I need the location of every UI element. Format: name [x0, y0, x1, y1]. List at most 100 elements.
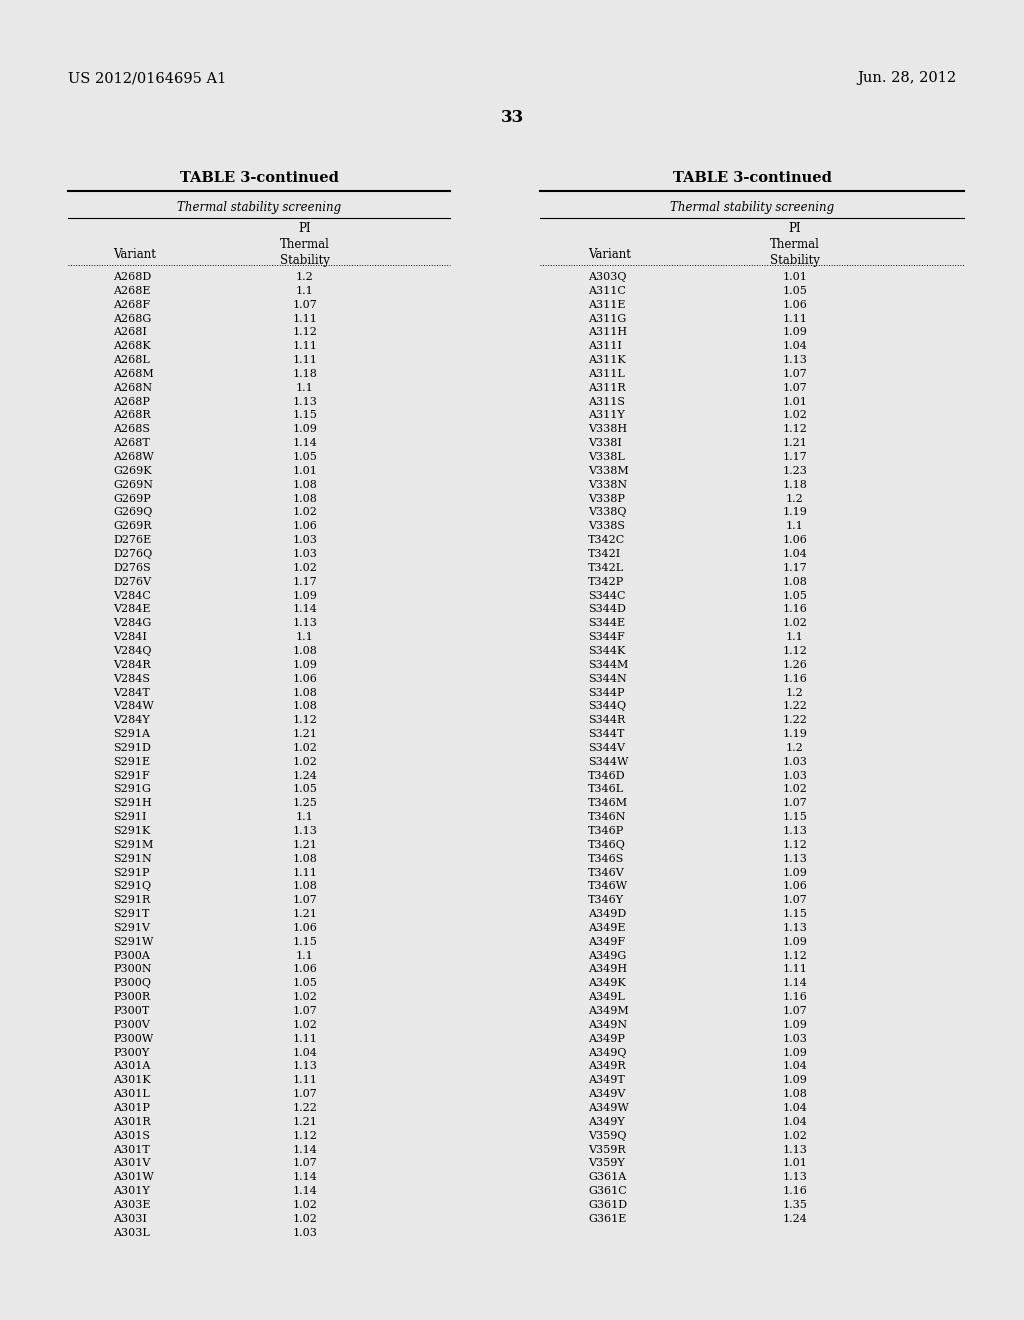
Text: S344F: S344F [588, 632, 625, 642]
Text: T346M: T346M [588, 799, 628, 808]
Text: S344V: S344V [588, 743, 625, 752]
Text: 1.14: 1.14 [293, 1144, 317, 1155]
Text: A268L: A268L [113, 355, 150, 366]
Text: A303I: A303I [113, 1214, 146, 1224]
Text: A349V: A349V [588, 1089, 626, 1100]
Text: 1.22: 1.22 [782, 715, 808, 725]
Text: G361A: G361A [588, 1172, 627, 1183]
Text: A268R: A268R [113, 411, 151, 421]
Text: 1.01: 1.01 [782, 272, 808, 282]
Text: 1.07: 1.07 [293, 1006, 317, 1016]
Text: 1.1: 1.1 [296, 632, 314, 642]
Text: 1.22: 1.22 [293, 1104, 317, 1113]
Text: 1.21: 1.21 [293, 909, 317, 919]
Text: V338H: V338H [588, 424, 627, 434]
Text: 1.13: 1.13 [782, 1144, 808, 1155]
Text: 1.02: 1.02 [782, 784, 808, 795]
Text: S291R: S291R [113, 895, 151, 906]
Text: 1.21: 1.21 [293, 1117, 317, 1127]
Text: S291E: S291E [113, 756, 151, 767]
Text: A268S: A268S [113, 424, 150, 434]
Text: T346W: T346W [588, 882, 628, 891]
Text: 1.06: 1.06 [782, 882, 808, 891]
Text: 1.09: 1.09 [782, 1020, 808, 1030]
Text: T346V: T346V [588, 867, 625, 878]
Text: S291T: S291T [113, 909, 150, 919]
Text: S291I: S291I [113, 812, 146, 822]
Text: Jun. 28, 2012: Jun. 28, 2012 [857, 71, 956, 84]
Text: 1.08: 1.08 [293, 479, 317, 490]
Text: 1.21: 1.21 [782, 438, 808, 449]
Text: 1.14: 1.14 [293, 1172, 317, 1183]
Text: 1.07: 1.07 [782, 383, 807, 393]
Text: 1.1: 1.1 [296, 950, 314, 961]
Text: A268G: A268G [113, 314, 152, 323]
Text: 1.07: 1.07 [293, 300, 317, 310]
Text: G361E: G361E [588, 1214, 627, 1224]
Text: 1.07: 1.07 [782, 1006, 807, 1016]
Text: 1.04: 1.04 [782, 1061, 808, 1072]
Text: 1.07: 1.07 [293, 1089, 317, 1100]
Text: T346Y: T346Y [588, 895, 624, 906]
Text: A301T: A301T [113, 1144, 150, 1155]
Text: 1.06: 1.06 [293, 521, 317, 531]
Text: A349N: A349N [588, 1020, 627, 1030]
Text: V338Q: V338Q [588, 507, 627, 517]
Text: 1.02: 1.02 [782, 1131, 808, 1140]
Text: 1.13: 1.13 [293, 396, 317, 407]
Text: S344E: S344E [588, 618, 625, 628]
Text: 1.06: 1.06 [293, 923, 317, 933]
Text: S344T: S344T [588, 729, 625, 739]
Text: V359R: V359R [588, 1144, 626, 1155]
Text: 1.2: 1.2 [786, 494, 804, 504]
Text: 1.21: 1.21 [293, 729, 317, 739]
Text: A268M: A268M [113, 370, 154, 379]
Text: S344W: S344W [588, 756, 629, 767]
Text: 1.09: 1.09 [782, 867, 808, 878]
Text: 1.2: 1.2 [786, 688, 804, 697]
Text: 1.01: 1.01 [782, 1159, 808, 1168]
Text: G269N: G269N [113, 479, 153, 490]
Text: 1.18: 1.18 [782, 479, 808, 490]
Text: 1.35: 1.35 [782, 1200, 808, 1210]
Text: A311L: A311L [588, 370, 625, 379]
Text: S291W: S291W [113, 937, 154, 946]
Text: V284T: V284T [113, 688, 150, 697]
Text: 1.1: 1.1 [296, 286, 314, 296]
Text: V284I: V284I [113, 632, 146, 642]
Text: 1.09: 1.09 [293, 660, 317, 669]
Text: A268K: A268K [113, 342, 151, 351]
Text: 1.09: 1.09 [782, 937, 808, 946]
Text: 1.08: 1.08 [293, 854, 317, 863]
Text: T342C: T342C [588, 535, 626, 545]
Text: A301L: A301L [113, 1089, 150, 1100]
Text: 1.14: 1.14 [782, 978, 808, 989]
Text: A349M: A349M [588, 1006, 629, 1016]
Text: P300Y: P300Y [113, 1048, 150, 1057]
Text: 1.02: 1.02 [293, 993, 317, 1002]
Text: A268F: A268F [113, 300, 151, 310]
Text: S344P: S344P [588, 688, 625, 697]
Text: T346L: T346L [588, 784, 624, 795]
Text: 1.11: 1.11 [293, 867, 317, 878]
Text: 1.12: 1.12 [782, 840, 808, 850]
Text: D276E: D276E [113, 535, 152, 545]
Text: P300Q: P300Q [113, 978, 151, 989]
Text: G269R: G269R [113, 521, 152, 531]
Text: A311H: A311H [588, 327, 627, 338]
Text: S291D: S291D [113, 743, 151, 752]
Text: T346Q: T346Q [588, 840, 626, 850]
Text: 1.08: 1.08 [293, 494, 317, 504]
Text: 1.19: 1.19 [782, 507, 808, 517]
Text: A301K: A301K [113, 1076, 151, 1085]
Text: A268E: A268E [113, 286, 151, 296]
Text: 1.04: 1.04 [782, 1104, 808, 1113]
Text: 1.19: 1.19 [782, 729, 808, 739]
Text: 1.1: 1.1 [296, 812, 314, 822]
Text: S344N: S344N [588, 673, 627, 684]
Text: 1.16: 1.16 [782, 673, 808, 684]
Text: S291F: S291F [113, 771, 150, 780]
Text: G361D: G361D [588, 1200, 627, 1210]
Text: 1.02: 1.02 [782, 411, 808, 421]
Text: T342L: T342L [588, 562, 624, 573]
